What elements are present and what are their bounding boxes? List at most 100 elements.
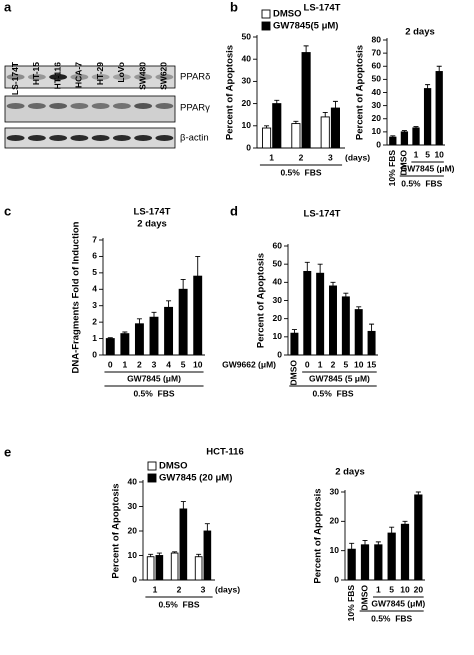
error-bar: [180, 278, 186, 290]
x-tick-label: DMSO: [399, 150, 409, 176]
x-unit: (days): [345, 152, 370, 162]
error-bar: [293, 120, 299, 124]
bar: [320, 116, 330, 149]
error-bar: [349, 542, 355, 550]
error-bar: [362, 539, 368, 545]
bar: [149, 316, 159, 356]
x-axis-label: 0.5% FBS: [133, 388, 174, 398]
x-tick-label: 4: [166, 359, 171, 369]
x-tick-label: 3: [201, 584, 206, 594]
error-bar: [369, 323, 375, 332]
bar: [423, 88, 432, 146]
x-axis-label: 0.5% FBS: [401, 178, 442, 188]
error-bar: [389, 526, 395, 534]
legend-swatch: [261, 21, 271, 31]
y-axis-label: Percent of Apoptosis: [313, 488, 324, 583]
panel-label: c: [4, 203, 11, 218]
x-tick-label: 10: [400, 584, 410, 594]
band: [49, 135, 68, 141]
error-bar: [375, 541, 381, 545]
lane-label: LS-174T: [10, 61, 20, 95]
band: [6, 74, 25, 80]
legend-label: GW7845(5 μM): [273, 21, 338, 32]
band: [49, 74, 68, 80]
chart-title: 2 days: [405, 27, 435, 38]
y-tick-label: 10: [242, 120, 252, 130]
protein-label: PPARγ: [180, 103, 210, 114]
error-bar: [107, 337, 113, 339]
band: [49, 103, 68, 109]
lane-label: HT-29: [95, 62, 105, 85]
protein-label: PPARδ: [180, 72, 210, 83]
group-label: GW7845 (μM): [401, 163, 455, 173]
bar: [203, 530, 212, 581]
error-bar: [172, 551, 178, 554]
group-label: GW7845 (5 μM): [309, 373, 370, 383]
blot-row: [4, 65, 176, 89]
y-tick-label: 50: [372, 74, 382, 84]
x-tick-label: 1: [269, 152, 274, 162]
lane-label: HT-15: [31, 62, 41, 85]
bar: [194, 556, 203, 581]
y-tick-label: 7: [92, 234, 97, 244]
chart-subtitle: 2 days: [137, 219, 167, 230]
x-tick-label: 5: [389, 584, 394, 594]
band: [70, 135, 89, 141]
x-tick-label: 1: [318, 359, 323, 369]
error-bar: [390, 135, 396, 138]
error-bar: [180, 501, 186, 509]
error-bar: [274, 99, 280, 104]
y-tick-label: 80: [372, 34, 382, 44]
legend-label: GW7845 (20 μM): [159, 473, 232, 484]
error-bar: [264, 125, 270, 129]
error-bar: [148, 553, 154, 557]
blot-row: [4, 95, 176, 123]
bar: [347, 548, 356, 581]
x-tick-label: 3: [328, 152, 333, 162]
bar: [316, 272, 325, 356]
band: [155, 103, 174, 109]
panel-label: b: [230, 0, 238, 14]
x-tick-label: 0: [108, 359, 113, 369]
y-tick-label: 70: [372, 47, 382, 57]
lane-label: SW620: [159, 62, 169, 90]
y-tick-label: 0: [132, 574, 137, 584]
bar: [414, 494, 423, 581]
error-bar: [303, 45, 309, 53]
error-bar: [151, 311, 157, 318]
band: [112, 135, 131, 141]
x-tick-label: 5: [425, 149, 430, 159]
y-tick-label: 3: [92, 300, 97, 310]
x-tick-label: 5: [181, 359, 186, 369]
y-tick-label: 50: [273, 258, 283, 268]
bar: [354, 309, 363, 356]
bar: [193, 275, 203, 356]
error-bar: [322, 112, 328, 117]
lane-label: LoVo: [116, 62, 126, 83]
x-tick-label: 1: [122, 359, 127, 369]
bar: [374, 544, 383, 581]
band: [91, 74, 110, 80]
band: [134, 135, 153, 141]
error-bar: [402, 520, 408, 525]
y-tick-label: 40: [273, 277, 283, 287]
y-tick-label: 20: [242, 98, 252, 108]
x-tick-label: 10% FBS: [346, 585, 356, 622]
error-bar: [195, 255, 201, 277]
bar: [330, 107, 340, 149]
error-bar: [330, 281, 336, 286]
y-tick-label: 20: [273, 313, 283, 323]
band: [70, 103, 89, 109]
x-tick-label: 10: [434, 149, 444, 159]
band: [134, 103, 153, 109]
error-bar: [304, 261, 310, 272]
chart-title: HCT-116: [206, 447, 244, 458]
y-tick-label: 0: [376, 139, 381, 149]
band: [6, 103, 25, 109]
x-axis-label: 0.5% FBS: [312, 388, 353, 398]
y-tick-label: 60: [273, 240, 283, 250]
bar: [105, 338, 115, 356]
error-bar: [413, 126, 419, 128]
error-bar: [156, 552, 162, 556]
